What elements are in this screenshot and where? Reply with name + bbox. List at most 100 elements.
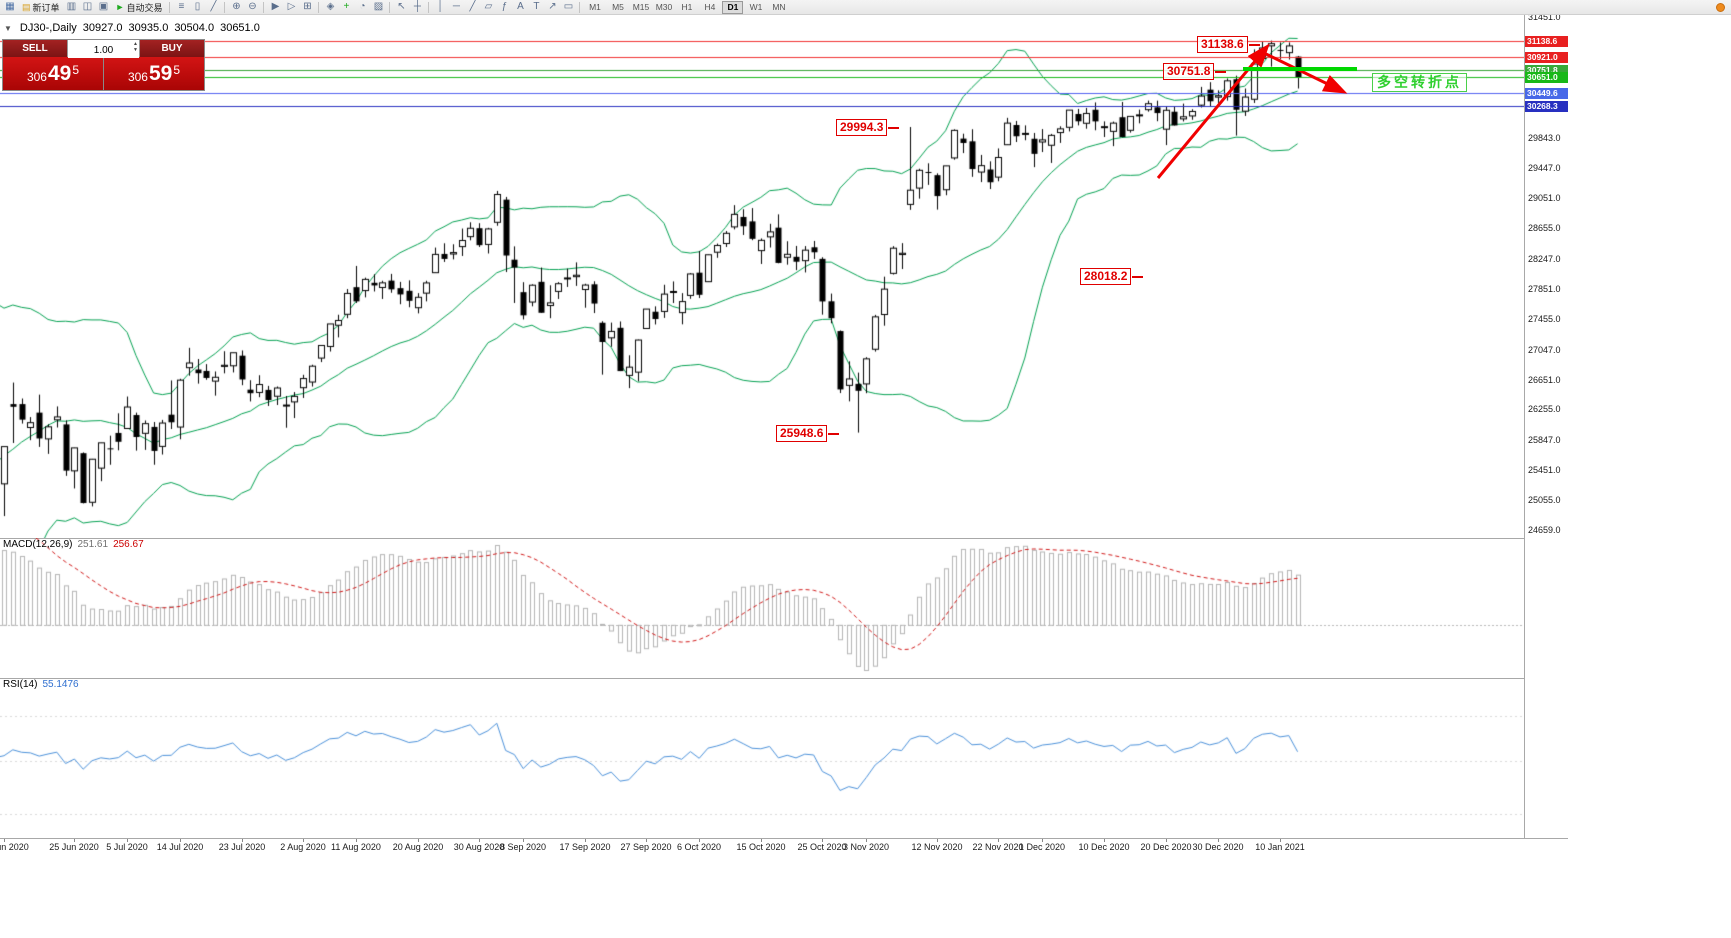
annotation-nov-high-29994[interactable]: 29994.3 <box>836 119 900 136</box>
line-chart-icon[interactable]: ╱ <box>205 1 221 14</box>
auto-scroll-icon-glyph: ▶ <box>271 1 280 12</box>
horizontal-line-icon[interactable]: ─ <box>448 1 464 14</box>
templates-icon[interactable]: ▨ <box>370 1 386 14</box>
annotation-oct-low-25948[interactable]: 25948.6 <box>776 425 840 442</box>
label-icon[interactable]: T <box>528 1 544 14</box>
chart-profiles-icon[interactable]: ▥ <box>64 1 80 14</box>
turning-point-label[interactable]: 多空转折点 <box>1372 73 1467 92</box>
time-axis-tick <box>356 839 357 842</box>
timeframe-h1-button[interactable]: H1 <box>681 2 693 12</box>
channel-icon[interactable]: ▱ <box>480 1 496 14</box>
price-axis-label: 25055.0 <box>1528 495 1561 506</box>
volume-spinner[interactable]: ▲ ▼ <box>133 41 138 53</box>
zoom-in-icon[interactable]: ⊕ <box>228 1 244 14</box>
spinner-down-icon[interactable]: ▼ <box>133 47 138 53</box>
price-tag-30921-0: 30921.0 <box>1525 52 1568 64</box>
sell-button[interactable]: SELL <box>3 40 67 57</box>
data-window-icon[interactable]: ▣ <box>96 1 112 14</box>
arrow-tool-icon[interactable]: ↗ <box>544 1 560 14</box>
rsi-label-row: RSI(14) 55.1476 <box>3 679 79 690</box>
annotation-support-30751[interactable]: 30751.8 <box>1163 63 1227 80</box>
timeframe-m1-button[interactable]: M1 <box>589 2 601 12</box>
new-chart-icon-glyph: ▦ <box>5 1 15 12</box>
price-axis[interactable]: 31451.0 29843.0 29447.0 29051.0 28655.0 28247… <box>1524 15 1568 838</box>
line-chart-icon-glyph: ╱ <box>210 1 217 12</box>
timeframe-h4-button[interactable]: H4 <box>704 2 716 12</box>
rsi-panel: RSI(14) 55.1476 1008050150 <box>0 678 1568 838</box>
vertical-line-icon-glyph: │ <box>437 1 444 12</box>
low-value: 30504.0 <box>174 22 215 34</box>
tile-windows-icon-glyph: ⊞ <box>303 1 312 12</box>
time-axis-tick <box>937 839 938 842</box>
bar-chart-icon[interactable]: ≡ <box>173 1 189 14</box>
symbol-period-label: DJ30-,Daily <box>19 22 77 34</box>
date-label: 10 Dec 2020 <box>1078 842 1130 852</box>
cursor-icon[interactable]: ↖ <box>393 1 409 14</box>
macd-canvas[interactable] <box>0 538 1524 678</box>
rsi-label: RSI(14) <box>3 679 38 690</box>
annotation-level-28018[interactable]: 28018.2 <box>1080 268 1144 285</box>
timeframe-m15-button[interactable]: M15 <box>632 2 650 12</box>
trendline-icon[interactable]: ╱ <box>464 1 480 14</box>
new-chart-icon[interactable]: ▦ <box>2 1 18 14</box>
volume-input[interactable] <box>68 43 139 58</box>
main-chart-canvas[interactable] <box>0 15 1524 538</box>
zoom-in-icon-glyph: ⊕ <box>232 1 241 12</box>
time-axis-tick <box>127 839 128 842</box>
time-axis-tick <box>866 839 867 842</box>
date-label: 10 Jan 2021 <box>1255 842 1305 852</box>
price-tag-30449-6: 30449.6 <box>1525 87 1568 99</box>
time-axis-tick <box>523 839 524 842</box>
buy-button[interactable]: BUY <box>140 40 204 57</box>
turning-level-line[interactable] <box>1243 67 1357 71</box>
toolbar-separator <box>263 1 265 13</box>
tile-windows-icon[interactable]: ⊞ <box>299 1 315 14</box>
new-order-button[interactable]: ▤ 新订单 <box>18 1 64 14</box>
crosshair-icon[interactable]: ┼ <box>409 1 425 14</box>
price-axis-label: 29447.0 <box>1528 163 1561 174</box>
chart-menu-icon[interactable]: ▼ <box>4 23 12 33</box>
horizontal-line-icon-glyph: ─ <box>452 1 461 12</box>
templates-icon-glyph: ▨ <box>373 1 384 12</box>
candlestick-chart-icon[interactable]: ▯ <box>189 1 205 14</box>
chart-ohlc-header: ▼ DJ30-,Daily 30927.0 30935.0 30504.0 30… <box>4 22 260 34</box>
timeframe-d1-button[interactable]: D1 <box>722 0 744 14</box>
time-axis[interactable]: 15 Jun 2020 25 Jun 2020 5 Jul 2020 14 Jul 2… <box>0 838 1568 854</box>
timeframe-w1-button[interactable]: W1 <box>749 2 763 12</box>
spinner-up-icon[interactable]: ▲ <box>133 41 138 47</box>
periods-icon[interactable]: ◔ <box>354 1 370 14</box>
auto-scroll-icon[interactable]: ▶ <box>267 1 283 14</box>
date-label: 25 Jun 2020 <box>49 842 99 852</box>
autotrade-button[interactable]: ► 自动交易 <box>112 1 167 14</box>
text-icon[interactable]: A <box>512 1 528 14</box>
market-watch-icon[interactable]: ◫ <box>80 1 96 14</box>
shapes-icon[interactable]: ▭ <box>560 1 576 14</box>
volume-box: ▲▼ <box>67 40 140 58</box>
shapes-icon-glyph: ▭ <box>563 1 574 12</box>
cursor-icon-glyph: ↖ <box>397 1 406 12</box>
price-axis-label: 27047.0 <box>1528 344 1561 355</box>
annotation-high-31138[interactable]: 31138.6 <box>1197 36 1260 53</box>
zoom-out-icon[interactable]: ⊖ <box>244 1 260 14</box>
fibonacci-icon[interactable]: ƒ <box>496 1 512 14</box>
price-axis-label: 28247.0 <box>1528 253 1561 264</box>
bid-price-panel[interactable]: 306 49 5 <box>3 57 103 90</box>
label-icon-glyph: T <box>533 1 540 12</box>
date-label: 22 Nov 2020 <box>972 842 1024 852</box>
chart-profiles-icon-glyph: ▥ <box>66 1 77 12</box>
add-indicator-icon-glyph: + <box>343 1 350 12</box>
timeframe-m30-button[interactable]: M30 <box>655 2 673 12</box>
one-click-trading-widget: SELL ▲▼ BUY 306 49 5 306 59 5 <box>2 39 205 91</box>
add-indicator-icon[interactable]: + <box>338 1 354 14</box>
vertical-line-icon[interactable]: │ <box>432 1 448 14</box>
chart-shift-icon[interactable]: ▷ <box>283 1 299 14</box>
time-axis-tick <box>761 839 762 842</box>
date-label: 20 Aug 2020 <box>392 842 444 852</box>
timeframe-mn-button[interactable]: MN <box>772 2 786 12</box>
alert-icon[interactable] <box>1716 3 1725 12</box>
indicators-icon[interactable]: ◈ <box>322 1 338 14</box>
timeframe-m5-button[interactable]: M5 <box>612 2 624 12</box>
rsi-canvas[interactable] <box>0 678 1524 838</box>
ask-price-panel[interactable]: 306 59 5 <box>104 57 204 90</box>
